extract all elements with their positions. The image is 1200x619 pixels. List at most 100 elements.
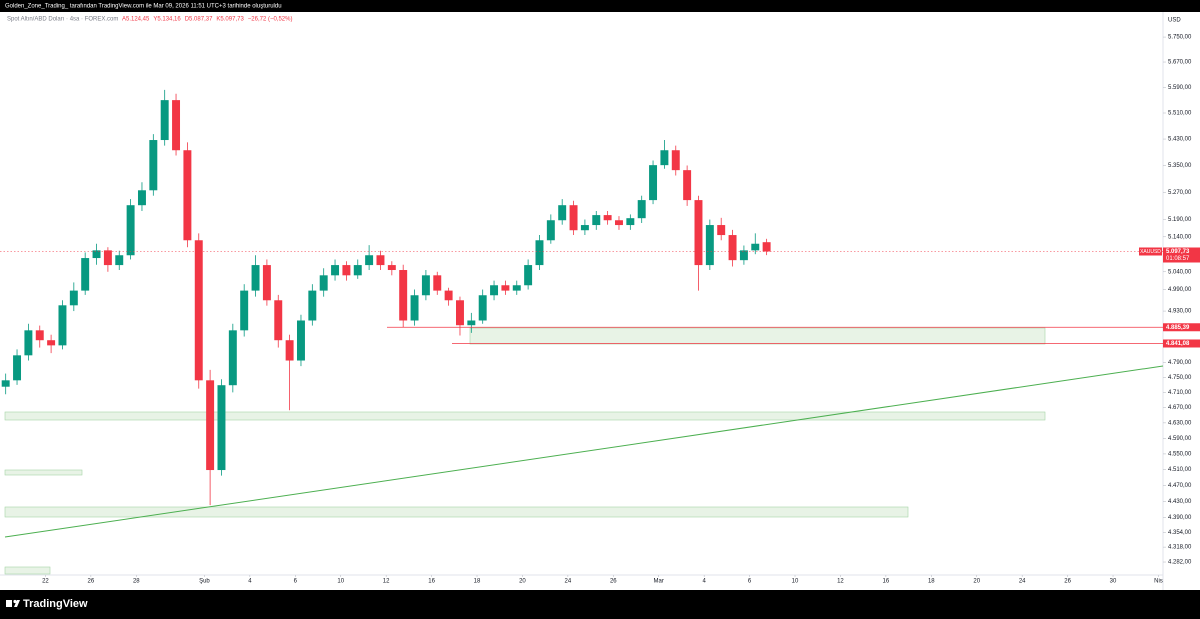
candle-body	[240, 290, 249, 331]
x-tick-label: 18	[474, 579, 481, 585]
candle-body	[603, 215, 612, 221]
candle-body	[92, 250, 101, 259]
y-tick-label: 5.040,00	[1168, 269, 1192, 275]
candle-body	[592, 215, 601, 226]
candle-body	[319, 275, 328, 291]
y-tick-label: 4.354,00	[1168, 530, 1192, 536]
x-tick-label: 6	[748, 579, 752, 585]
candle-body	[149, 140, 158, 191]
y-tick-label: 4.590,00	[1168, 436, 1192, 442]
x-tick-label: 26	[88, 579, 95, 585]
y-tick-label: 4.510,00	[1168, 467, 1192, 473]
candle-body	[353, 265, 362, 276]
candle-body	[69, 290, 78, 306]
symbol-label: XAUUSD	[1140, 249, 1161, 255]
candle-body	[649, 165, 658, 201]
level-label: 4.885,39	[1166, 325, 1190, 331]
y-tick-label: 5.670,00	[1168, 60, 1192, 66]
x-tick-label: 12	[383, 579, 390, 585]
x-tick-label: 20	[973, 579, 980, 585]
y-tick-label: 4.990,00	[1168, 287, 1192, 293]
candle-body	[251, 265, 260, 291]
candle-body	[433, 275, 442, 291]
candle-body	[501, 285, 510, 291]
candle-body	[285, 340, 294, 361]
candle-body	[660, 150, 669, 166]
candle-body	[558, 205, 567, 221]
candle-body	[637, 200, 646, 219]
candle-body	[387, 265, 396, 271]
brand-logo	[6, 599, 20, 607]
x-tick-label: 10	[337, 579, 344, 585]
x-tick-label: 4	[702, 579, 706, 585]
x-tick-label: 24	[565, 579, 572, 585]
candle-body	[615, 220, 623, 226]
price-label: 5.097,73	[1166, 249, 1190, 255]
legend-value: A5.124,45	[122, 17, 150, 23]
candle-body	[274, 300, 283, 341]
candle-body	[762, 242, 771, 252]
x-tick-label: 30	[1110, 579, 1117, 585]
candle-body	[172, 100, 181, 151]
legend-symbol: Spot Altın/ABD Doları · 4sa · FOREX.com	[7, 17, 118, 23]
candle-body	[1, 380, 10, 387]
candle-body	[217, 385, 226, 471]
level-tag	[1163, 339, 1200, 348]
candle-body	[580, 225, 589, 231]
y-tick-label: 4.390,00	[1168, 515, 1192, 521]
candle-body	[399, 270, 408, 321]
trend-line	[4, 365, 1164, 538]
candle-body	[626, 218, 635, 226]
logo-mark	[14, 600, 20, 607]
candle-body	[694, 200, 703, 266]
candle-body	[194, 240, 203, 381]
candle-body	[115, 255, 124, 266]
candle-body	[365, 255, 374, 266]
candle-body	[456, 300, 464, 326]
y-tick-label: 4.670,00	[1168, 405, 1192, 411]
candle-body	[671, 150, 680, 171]
candle-body	[126, 205, 135, 256]
candle-body	[512, 285, 521, 291]
y-tick-label: 5.140,00	[1168, 234, 1192, 240]
zone	[469, 327, 1046, 345]
x-tick-label: 28	[133, 579, 140, 585]
legend-value: K5.097,73	[216, 17, 244, 23]
x-tick-label: 26	[1064, 579, 1071, 585]
zone	[4, 566, 51, 575]
y-tick-label: 5.350,00	[1168, 163, 1192, 169]
candle-body	[228, 330, 237, 386]
legend-value: −26,72 (−0,52%)	[248, 17, 293, 23]
y-tick-label: 4.318,00	[1168, 545, 1192, 551]
candle-body	[421, 275, 430, 296]
y-tick-label: 4.430,00	[1168, 499, 1192, 505]
logo-mark	[13, 599, 17, 604]
x-tick-label: 16	[883, 579, 890, 585]
candle-body	[444, 290, 453, 301]
candle-body	[739, 250, 748, 261]
candle-body	[342, 265, 351, 276]
candle-body	[206, 380, 215, 471]
brand-name: TradingView	[23, 598, 88, 610]
candle-body	[308, 290, 317, 321]
legend-value: Y5.134,16	[153, 17, 181, 23]
y-tick-label: 4.550,00	[1168, 451, 1192, 457]
x-tick-label: 12	[837, 579, 844, 585]
price-tag	[1163, 247, 1200, 263]
zone	[4, 411, 1046, 421]
x-tick-label: Şub	[199, 579, 210, 585]
x-tick-label: Mar	[654, 579, 664, 585]
level-tag	[1163, 323, 1200, 332]
y-tick-label: 4.930,00	[1168, 309, 1192, 315]
y-tick-label: 4.710,00	[1168, 390, 1192, 396]
candle-body	[376, 255, 385, 266]
candle-body	[103, 250, 112, 266]
y-tick-label: 4.282,00	[1168, 560, 1192, 566]
candle-body	[535, 240, 544, 266]
candle-body	[569, 205, 578, 231]
candle-body	[524, 265, 533, 286]
legend-value: D5.087,37	[185, 17, 213, 23]
x-tick-label: 24	[1019, 579, 1026, 585]
x-tick-label: 22	[42, 579, 49, 585]
